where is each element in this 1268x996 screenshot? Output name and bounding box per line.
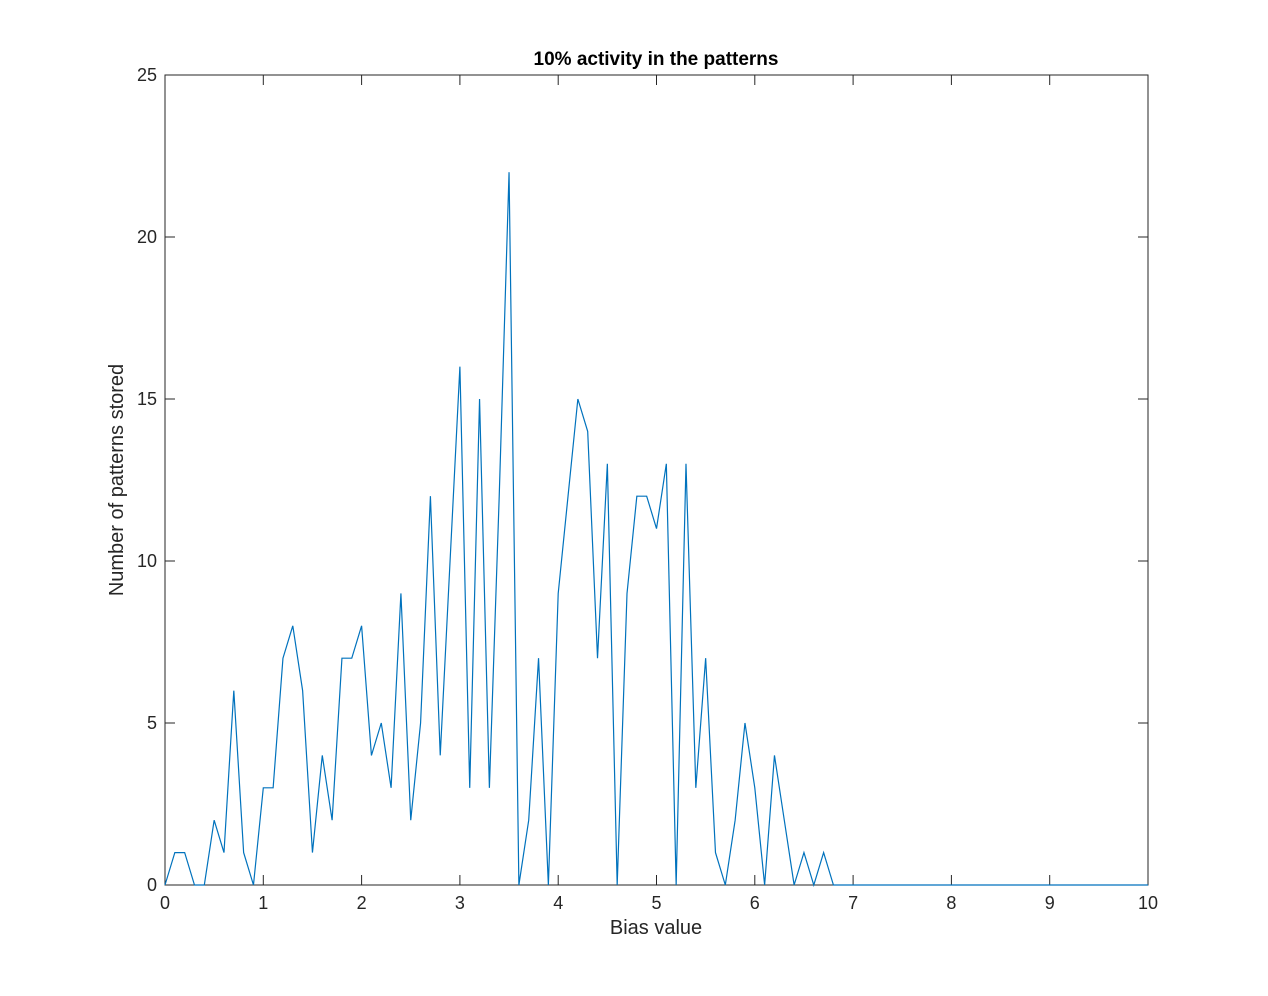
x-tick-label: 4 [553,893,563,913]
x-tick-label: 7 [848,893,858,913]
chart-title: 10% activity in the patterns [534,49,779,70]
x-tick-label: 1 [258,893,268,913]
x-tick-label: 5 [651,893,661,913]
y-axis: 0 5 10 15 20 25 [137,65,1148,895]
x-tick-label: 9 [1045,893,1055,913]
y-tick-label: 5 [147,713,157,733]
x-tick-label: 8 [946,893,956,913]
x-axis: 0 1 2 3 4 5 6 7 8 9 10 [160,75,1158,913]
x-tick-label: 2 [357,893,367,913]
x-axis-label: Bias value [610,917,702,939]
y-tick-label: 0 [147,875,157,895]
y-axis-label: Number of patterns stored [106,364,128,596]
y-tick-label: 25 [137,65,157,85]
y-tick-label: 20 [137,227,157,247]
series-line [164,172,1148,888]
data-lines [164,172,1148,888]
x-tick-label: 6 [750,893,760,913]
x-tick-label: 0 [160,893,170,913]
y-tick-label: 10 [137,551,157,571]
x-tick-label: 10 [1138,893,1158,913]
y-tick-label: 15 [137,389,157,409]
x-tick-label: 3 [455,893,465,913]
